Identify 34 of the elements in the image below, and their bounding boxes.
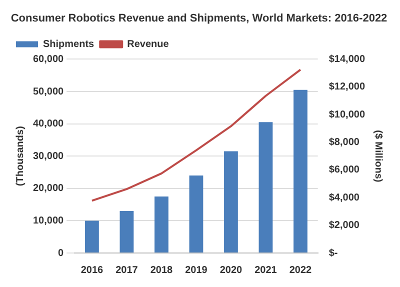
bar: [294, 90, 308, 252]
y-tick-label: 20,000: [32, 183, 64, 194]
y2-tick-label: $14,000: [328, 54, 366, 65]
x-tick-label: 2022: [289, 264, 312, 276]
bar: [189, 175, 204, 252]
y-tick-label: 0: [58, 248, 64, 259]
y-tick-label: 40,000: [32, 118, 64, 130]
y-tick-label: 60,000: [32, 54, 64, 65]
x-tick-label: 2017: [116, 264, 138, 276]
bar: [120, 211, 134, 252]
legend-label: Revenue: [127, 38, 170, 50]
y2-axis-title: ($ Millions): [372, 130, 384, 182]
y-tick-label: 50,000: [32, 86, 64, 98]
y2-tick-label: $2,000: [328, 220, 360, 232]
y2-tick-label: $10,000: [328, 109, 366, 120]
y-tick-label: 30,000: [32, 150, 64, 162]
y2-tick-label: $6,000: [328, 164, 360, 176]
x-tick-label: 2018: [150, 264, 174, 276]
x-tick-label: 2021: [254, 264, 278, 276]
y2-tick-label: $-: [328, 248, 338, 259]
bar: [85, 220, 99, 252]
y-axis-title: (Thousands): [14, 126, 26, 186]
y2-tick-label: $12,000: [328, 82, 366, 93]
y-tick-label: 10,000: [32, 215, 64, 226]
chart-title: Consumer Robotics Revenue and Shipments, World Markets: 2016-2022: [10, 12, 388, 25]
bar: [154, 196, 168, 252]
bar: [224, 151, 238, 252]
x-tick-label: 2020: [220, 264, 243, 276]
y2-tick-label: $4,000: [328, 192, 360, 204]
y2-tick-label: $8,000: [328, 137, 360, 148]
bar: [258, 122, 273, 252]
x-tick-label: 2016: [80, 264, 104, 276]
legend-label: Shipments: [43, 38, 95, 50]
x-tick-label: 2019: [185, 264, 208, 276]
